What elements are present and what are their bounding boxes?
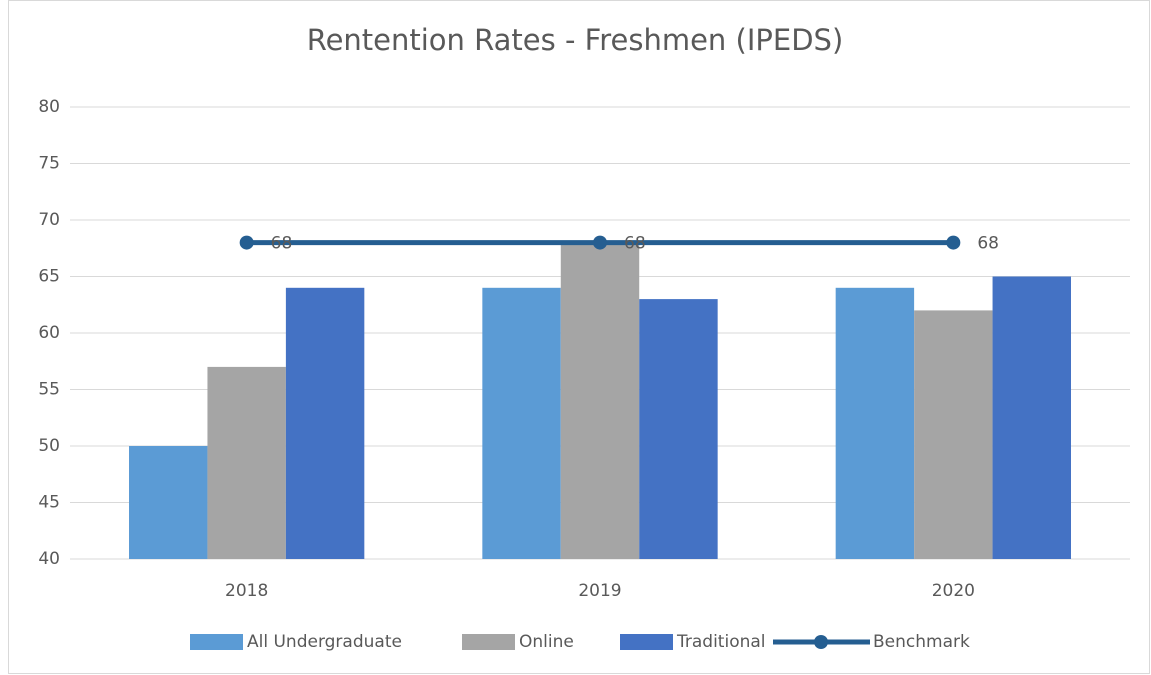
x-tick-label: 2019: [578, 581, 621, 601]
bar: [207, 366, 286, 559]
y-tick-label: 45: [38, 493, 60, 513]
y-tick-label: 60: [38, 323, 60, 343]
bar: [285, 287, 365, 559]
chart-title: Rentention Rates - Freshmen (IPEDS): [307, 23, 844, 57]
bar: [992, 276, 1071, 559]
bar: [129, 446, 208, 559]
bar: [835, 287, 915, 559]
line-marker: [946, 235, 961, 250]
legend-swatch: [814, 635, 828, 649]
x-tick-label: 2020: [932, 581, 975, 601]
bar: [482, 287, 561, 559]
bar: [560, 242, 640, 559]
y-tick-label: 65: [38, 267, 60, 287]
y-tick-label: 40: [38, 549, 60, 569]
legend-label: Traditional: [676, 632, 766, 652]
legend-swatch: [190, 634, 243, 650]
legend-swatch: [620, 634, 673, 650]
y-tick-label: 55: [38, 380, 60, 400]
data-label: 68: [271, 234, 293, 254]
data-label: 68: [977, 234, 999, 254]
x-tick-label: 2018: [225, 581, 268, 601]
y-tick-label: 75: [38, 154, 60, 174]
y-tick-label: 50: [38, 436, 60, 456]
legend-swatch: [462, 634, 515, 650]
line-marker: [239, 235, 254, 250]
y-tick-label: 80: [38, 97, 60, 117]
y-tick-label: 70: [38, 210, 60, 230]
bar: [914, 310, 993, 559]
legend-label: All Undergraduate: [247, 632, 402, 652]
data-label: 68: [624, 234, 646, 254]
line-marker: [593, 235, 607, 250]
bar: [639, 299, 718, 559]
legend-label: Benchmark: [873, 632, 970, 652]
legend-label: Online: [519, 632, 574, 652]
